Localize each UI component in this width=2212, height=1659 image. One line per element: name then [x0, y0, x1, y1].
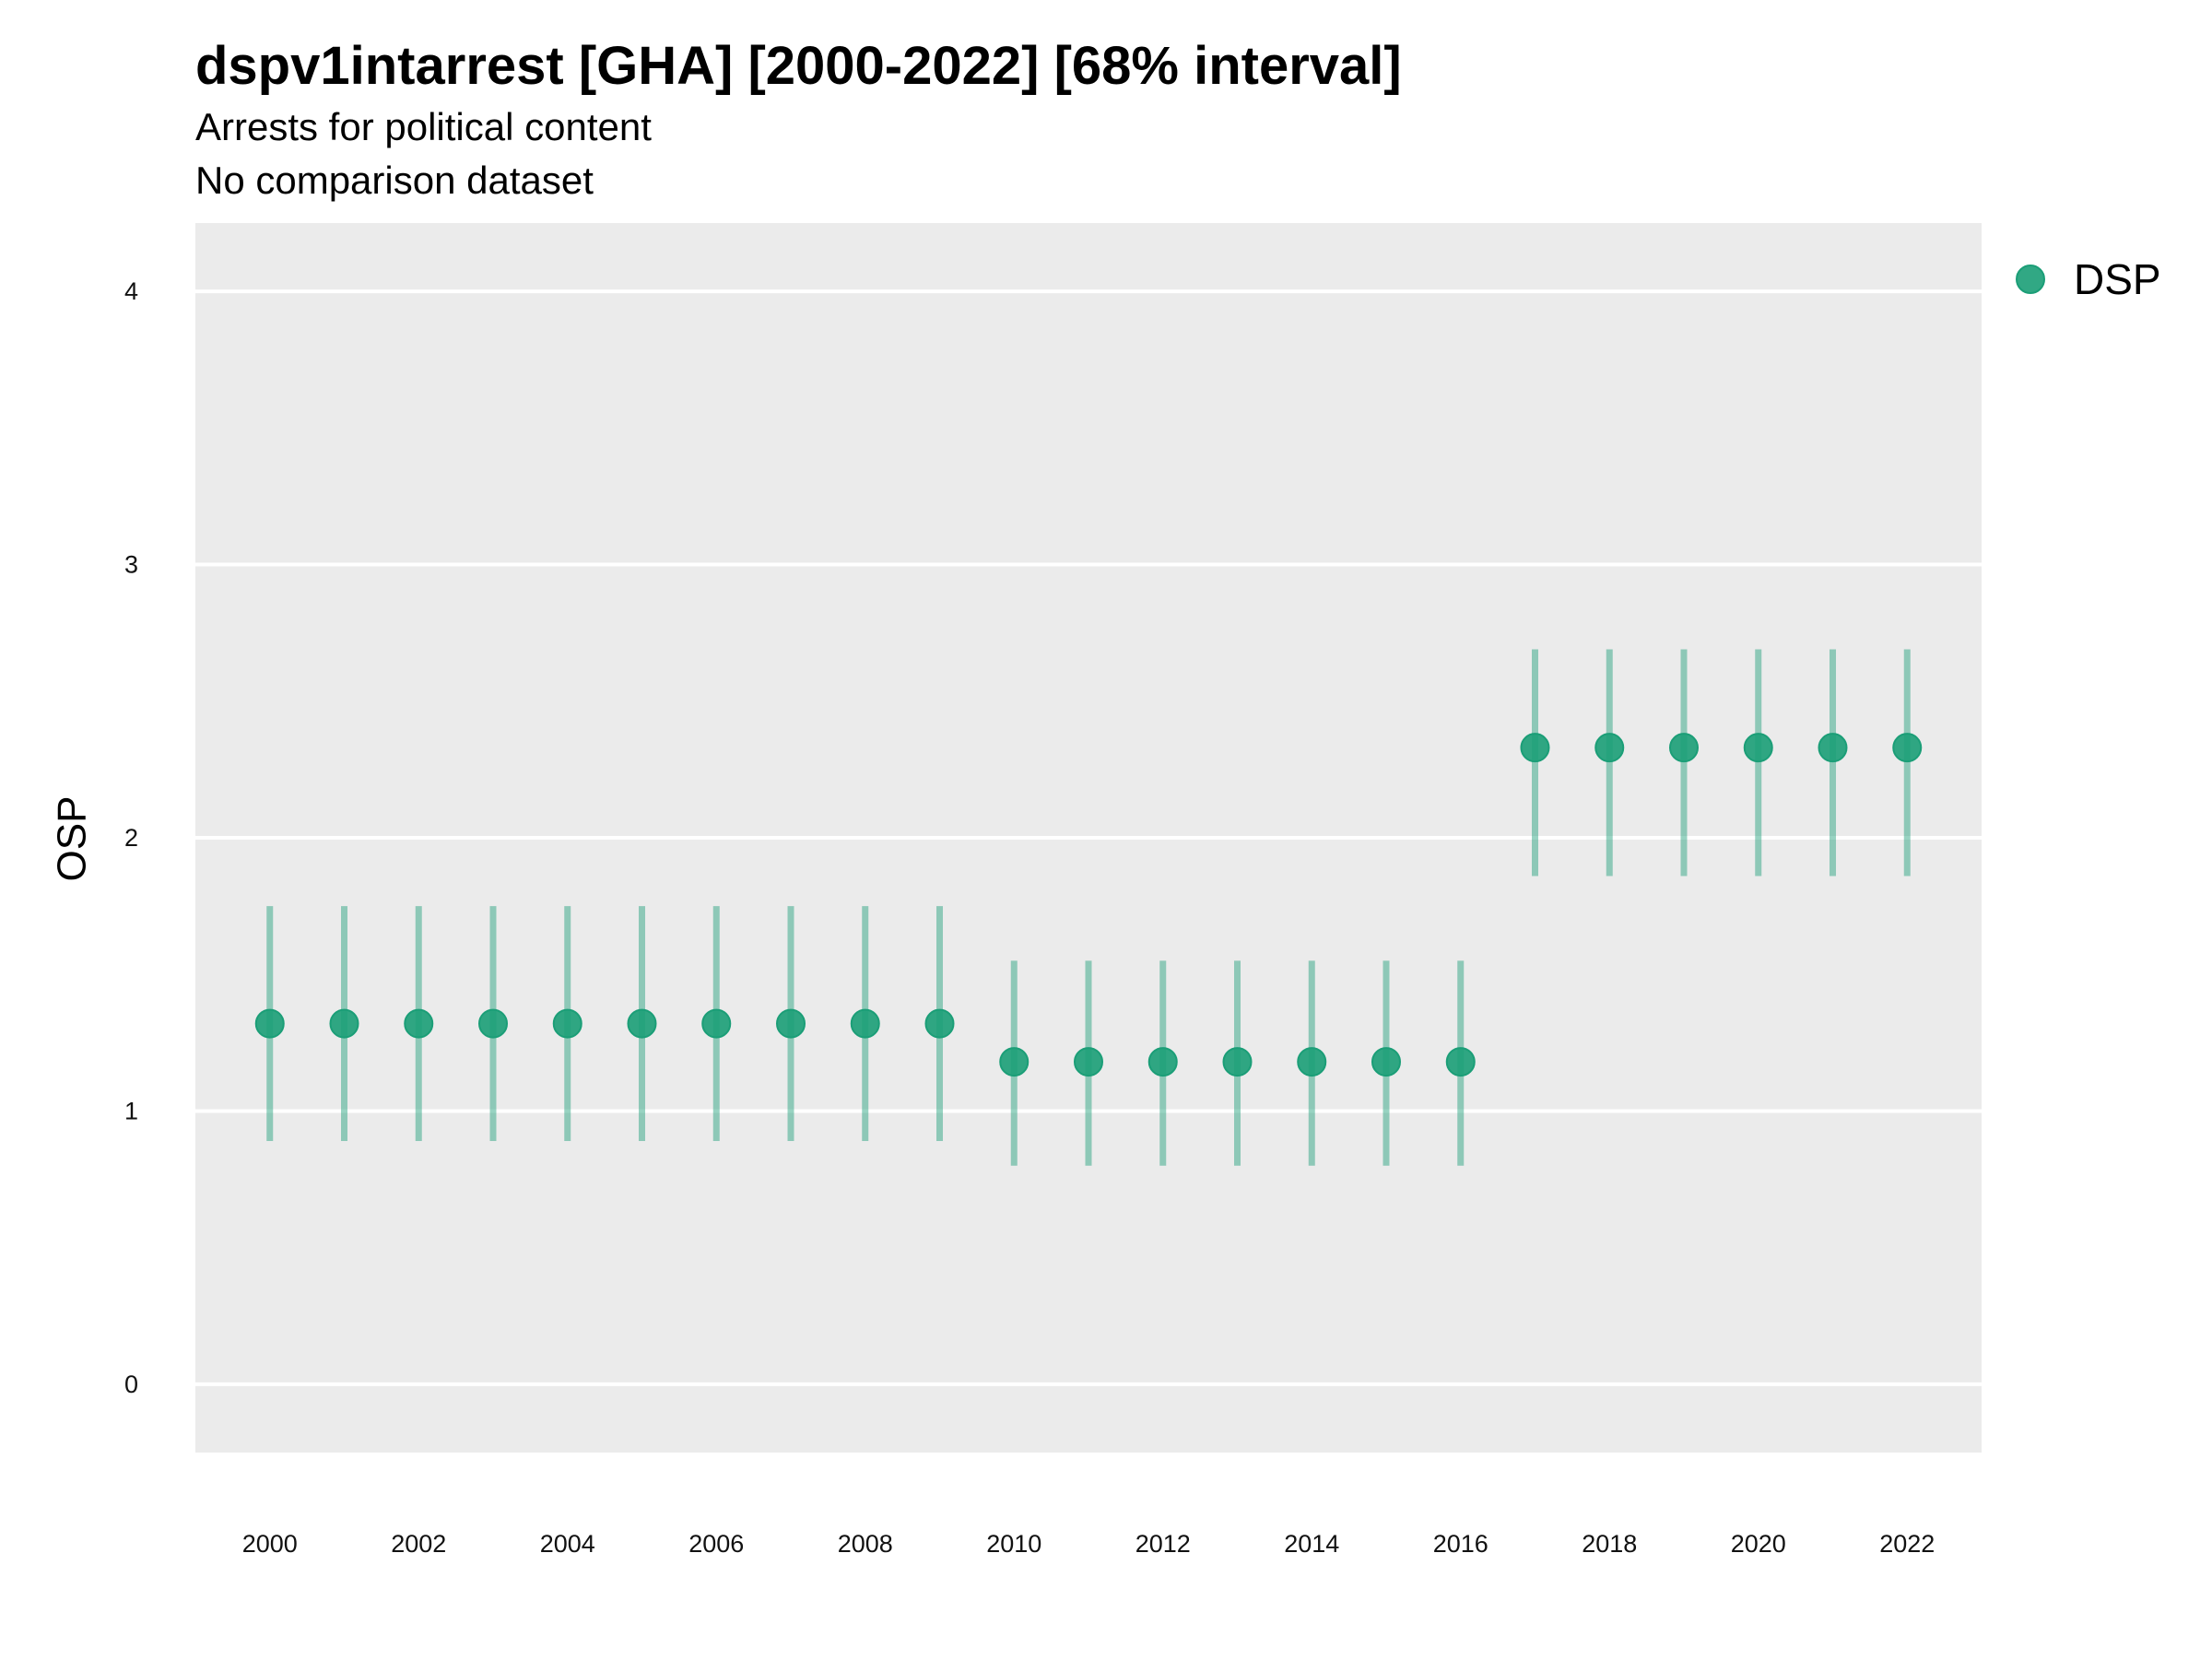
x-tick-label: 2018: [1582, 1530, 1637, 1558]
data-point-2013: [1222, 1047, 1253, 1077]
data-point-2018: [1594, 733, 1625, 763]
chart-title: dspv1intarrest [GHA] [2000-2022] [68% in…: [195, 36, 1402, 96]
data-point-2022: [1892, 733, 1923, 763]
legend-label-dsp: DSP: [2074, 255, 2161, 303]
y-tick-label: 4: [124, 277, 138, 305]
chart-caption: No comparison dataset: [195, 159, 594, 202]
y-axis-ticks: 0 1 2 3 4: [124, 277, 138, 1398]
legend: DSP: [2016, 255, 2161, 303]
data-point-2004: [552, 1008, 582, 1039]
x-tick-label: 2016: [1433, 1530, 1488, 1558]
x-tick-label: 2014: [1284, 1530, 1339, 1558]
y-tick-label: 2: [124, 824, 138, 852]
x-tick-label: 2022: [1879, 1530, 1935, 1558]
data-point-2006: [701, 1008, 732, 1039]
data-point-2016: [1445, 1047, 1476, 1077]
data-point-2014: [1297, 1047, 1327, 1077]
data-point-2003: [478, 1008, 508, 1039]
x-axis-ticks: 2000 2002 2004 2006 2008 2010 2012 2014 2016 2018…: [242, 1530, 1936, 1558]
data-point-2012: [1147, 1047, 1178, 1077]
data-point-2011: [1074, 1047, 1103, 1077]
x-tick-label: 2008: [838, 1530, 893, 1558]
x-tick-label: 2002: [391, 1530, 446, 1558]
y-axis-label: OSP: [50, 796, 95, 882]
y-tick-label: 0: [124, 1371, 138, 1398]
gridlines: [195, 289, 1982, 1386]
data-point-2020: [1743, 733, 1773, 763]
data-point-2015: [1371, 1047, 1401, 1077]
data-point-2007: [776, 1008, 806, 1039]
x-tick-label: 2010: [986, 1530, 1041, 1558]
data-point-2019: [1669, 733, 1699, 763]
chart-subtitle: Arrests for political content: [195, 105, 652, 148]
data-point-2000: [254, 1008, 285, 1039]
y-tick-label: 3: [124, 551, 138, 579]
data-point-2005: [627, 1008, 657, 1039]
data-point-2002: [404, 1008, 434, 1039]
data-point-2008: [850, 1008, 880, 1039]
x-tick-label: 2020: [1731, 1530, 1786, 1558]
data-point-2009: [924, 1008, 955, 1039]
x-tick-label: 2006: [688, 1530, 744, 1558]
y-tick-label: 1: [124, 1097, 138, 1124]
x-tick-label: 2000: [242, 1530, 298, 1558]
data-point-2001: [329, 1008, 359, 1039]
data-points: [254, 733, 1923, 1077]
x-tick-label: 2012: [1135, 1530, 1191, 1558]
legend-swatch-dsp: [2016, 265, 2045, 294]
x-tick-label: 2004: [540, 1530, 595, 1558]
data-point-2021: [1818, 733, 1848, 763]
data-point-2010: [999, 1047, 1030, 1077]
data-point-2017: [1520, 733, 1550, 763]
